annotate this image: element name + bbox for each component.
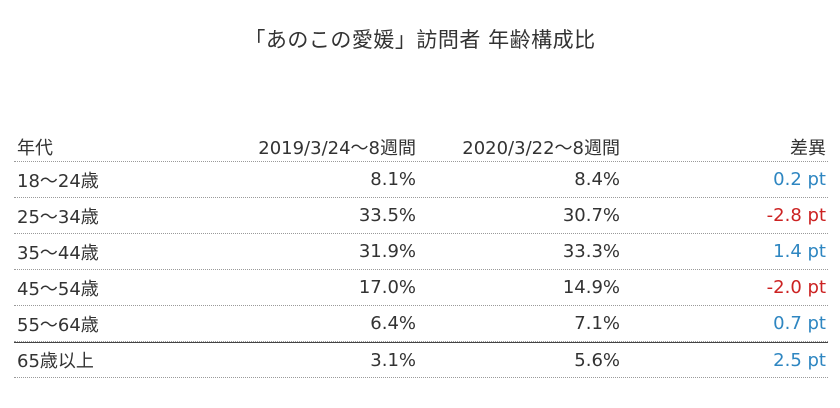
value-2019-cell: 8.1%	[370, 169, 416, 190]
age-group-cell: 18〜24歳	[17, 170, 99, 192]
difference-cell: 2.5 pt	[773, 349, 826, 371]
difference-cell: -2.0 pt	[766, 277, 826, 298]
value-2020-cell: 14.9%	[562, 277, 620, 298]
value-2019-cell: 3.1%	[370, 349, 416, 371]
value-2020-cell: 8.4%	[574, 169, 620, 190]
value-2020-cell: 30.7%	[562, 205, 620, 226]
value-2019-cell: 6.4%	[370, 313, 416, 334]
age-group-cell: 25〜34歳	[17, 206, 99, 228]
table-row: 45〜54歳 17.0% 14.9% -2.0 pt	[14, 270, 828, 306]
table-row: 35〜44歳 31.9% 33.3% 1.4 pt	[14, 234, 828, 270]
table-row: 18〜24歳 8.1% 8.4% 0.2 pt	[14, 162, 828, 198]
value-2020-cell: 7.1%	[574, 313, 620, 334]
chart-title: 「あのこの愛媛」訪問者 年齢構成比	[244, 28, 596, 52]
age-group-cell: 35〜44歳	[17, 242, 99, 264]
header-age-group: 年代	[17, 137, 53, 159]
difference-cell: 0.2 pt	[773, 169, 826, 190]
value-2019-cell: 17.0%	[358, 277, 416, 298]
value-2020-cell: 33.3%	[562, 241, 620, 262]
value-2020-cell: 5.6%	[574, 349, 620, 371]
header-period-2020: 2020/3/22〜8週間	[462, 137, 620, 159]
table-header-row: 年代 2019/3/24〜8週間 2020/3/22〜8週間 差異	[14, 132, 828, 162]
table-row: 55〜64歳 6.4% 7.1% 0.7 pt	[14, 306, 828, 342]
table-row: 25〜34歳 33.5% 30.7% -2.8 pt	[14, 198, 828, 234]
difference-cell: 0.7 pt	[773, 313, 826, 334]
age-group-cell: 65歳以上	[17, 351, 94, 372]
value-2019-cell: 31.9%	[358, 241, 416, 262]
difference-cell: -2.8 pt	[766, 205, 826, 226]
difference-cell: 1.4 pt	[773, 241, 826, 262]
value-2019-cell: 33.5%	[358, 205, 416, 226]
table-row: 65歳以上 3.1% 5.6% 2.5 pt	[14, 342, 828, 378]
header-period-2019: 2019/3/24〜8週間	[258, 137, 416, 159]
header-difference: 差異	[790, 137, 826, 159]
age-group-cell: 45〜54歳	[17, 278, 99, 300]
age-group-cell: 55〜64歳	[17, 314, 99, 336]
age-composition-table: 年代 2019/3/24〜8週間 2020/3/22〜8週間 差異 18〜24歳…	[14, 132, 828, 378]
